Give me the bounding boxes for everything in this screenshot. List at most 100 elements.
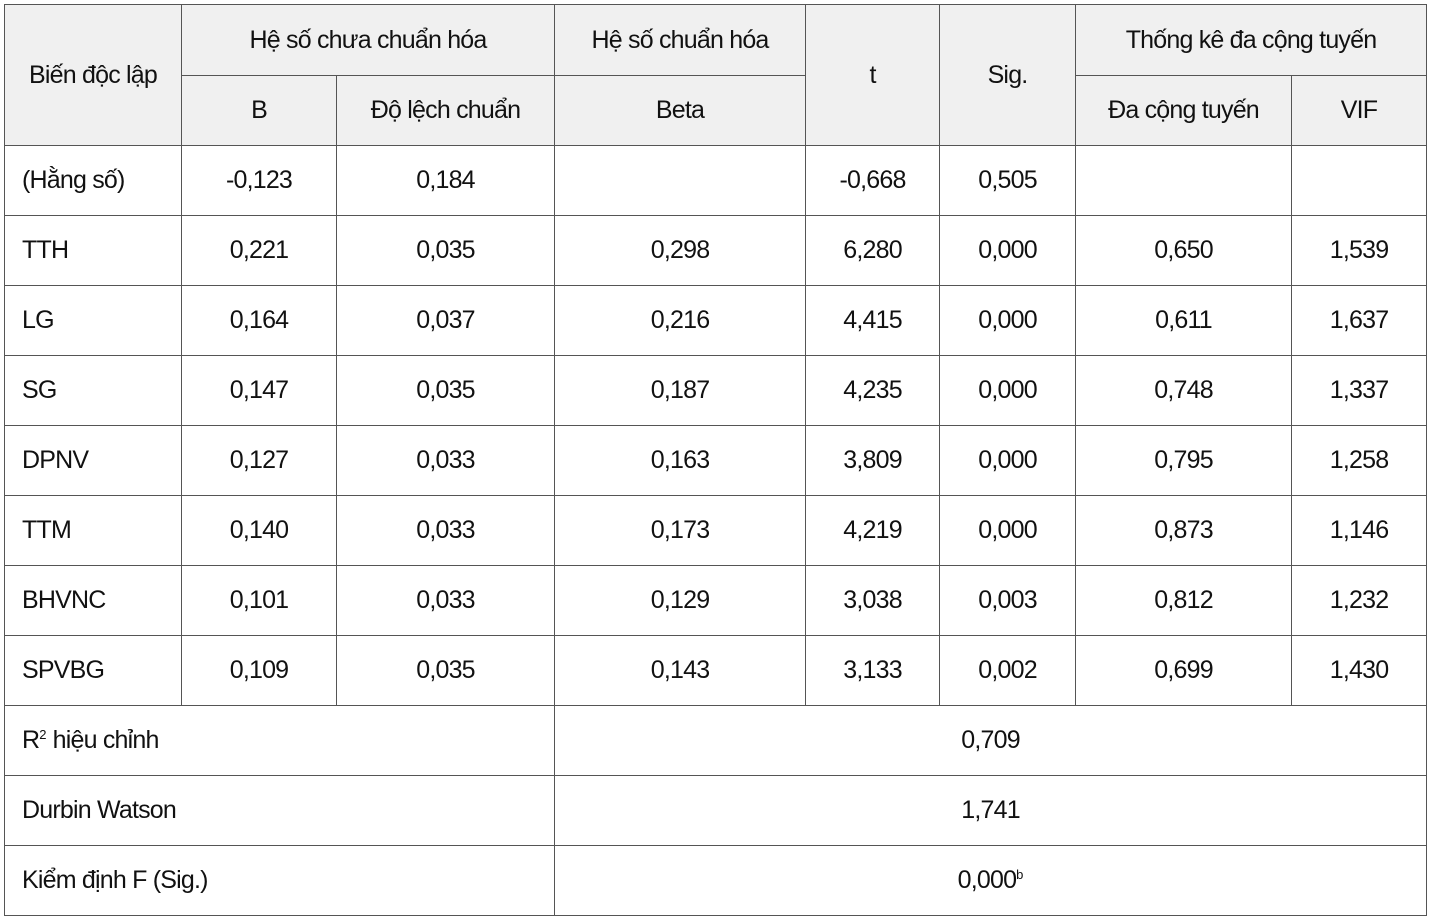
table-row: LG 0,164 0,037 0,216 4,415 0,000 0,611 1,637	[4, 285, 1428, 356]
cell: 0,298	[554, 215, 807, 286]
table-body: (Hằng số) -0,123 0,184 -0,668 0,505 TTH 0,221 0…	[3, 145, 1428, 916]
cell: 0,140	[181, 495, 337, 566]
row-label: TTM	[4, 495, 182, 566]
cell: 0,000	[939, 355, 1077, 426]
label-text: Kiểm định F (Sig.)	[22, 866, 208, 894]
cell: 1,337	[1291, 355, 1428, 426]
summary-value: 0,000b	[554, 845, 1428, 916]
cell: 0,037	[335, 285, 556, 356]
header-cell: t	[805, 4, 941, 146]
value-text: 0,000	[957, 866, 1017, 894]
table-row: (Hằng số) -0,123 0,184 -0,668 0,505	[4, 145, 1428, 216]
row-label: (Hằng số)	[4, 145, 182, 216]
row-label: LG	[4, 285, 182, 356]
summary-row: Durbin Watson 1,741	[3, 775, 1428, 846]
cell: 0,033	[335, 495, 556, 566]
cell: 0,000	[939, 425, 1077, 496]
cell: 0,812	[1075, 565, 1293, 636]
table-row: SG 0,147 0,035 0,187 4,235 0,000 0,748 1,337	[4, 355, 1428, 426]
cell: 1,430	[1291, 635, 1428, 706]
cell: -0,668	[805, 145, 941, 216]
value-text: 0,709	[961, 726, 1020, 754]
table-row: DPNV 0,127 0,033 0,163 3,809 0,000 0,795 1,258	[4, 425, 1428, 496]
cell: 0,748	[1075, 355, 1293, 426]
cell: 0,163	[554, 425, 807, 496]
row-label: TTH	[4, 215, 182, 286]
cell: 0,147	[181, 355, 337, 426]
table-header: Biến độc lập Hệ số chưa chuẩn hóa Hệ số …	[4, 4, 1428, 146]
row-label: BHVNC	[4, 565, 182, 636]
label-text: R	[22, 726, 40, 754]
cell: 0,650	[1075, 215, 1293, 286]
cell: 0,184	[335, 145, 556, 216]
cell: 0,035	[335, 635, 556, 706]
summary-label: Kiểm định F (Sig.)	[3, 845, 556, 916]
header-cell: VIF	[1291, 75, 1428, 146]
cell: 0,129	[554, 565, 807, 636]
cell: 0,216	[554, 285, 807, 356]
cell: 4,415	[805, 285, 941, 356]
header-cell: B	[181, 75, 337, 146]
summary-value: 1,741	[554, 775, 1428, 846]
header-cell: Đa cộng tuyến	[1075, 75, 1293, 146]
cell: 0,035	[335, 355, 556, 426]
summary-label: Durbin Watson	[3, 775, 556, 846]
header-cell: Thống kê đa cộng tuyến	[1075, 4, 1428, 76]
cell: 0,173	[554, 495, 807, 566]
header-cell: Sig.	[939, 4, 1077, 146]
cell: 0,101	[181, 565, 337, 636]
superscript: 2	[39, 727, 47, 742]
value-text: 1,741	[961, 796, 1020, 824]
cell: 0,505	[939, 145, 1077, 216]
cell: 0,611	[1075, 285, 1293, 356]
cell: 0,033	[335, 565, 556, 636]
cell: 4,235	[805, 355, 941, 426]
cell: 1,637	[1291, 285, 1428, 356]
cell: 0,873	[1075, 495, 1293, 566]
cell: 3,133	[805, 635, 941, 706]
table-row: SPVBG 0,109 0,035 0,143 3,133 0,002 0,699 1,430	[4, 635, 1428, 706]
superscript: b	[1016, 867, 1024, 882]
summary-value: 0,709	[554, 705, 1428, 776]
regression-table: Biến độc lập Hệ số chưa chuẩn hóa Hệ số …	[3, 4, 1428, 916]
cell	[1075, 145, 1293, 216]
label-text: hiệu chỉnh	[46, 726, 160, 754]
header-cell: Hệ số chuẩn hóa	[554, 4, 807, 76]
cell: 1,232	[1291, 565, 1428, 636]
cell: 1,258	[1291, 425, 1428, 496]
cell: 4,219	[805, 495, 941, 566]
header-cell: Độ lệch chuẩn	[335, 75, 556, 146]
row-label: SPVBG	[4, 635, 182, 706]
cell: 0,000	[939, 285, 1077, 356]
cell: 0,221	[181, 215, 337, 286]
cell: 0,000	[939, 215, 1077, 286]
summary-label: R2 hiệu chỉnh	[3, 705, 556, 776]
cell: 1,539	[1291, 215, 1428, 286]
cell: 0,033	[335, 425, 556, 496]
summary-row: R2 hiệu chỉnh 0,709	[3, 705, 1428, 776]
cell: 0,127	[181, 425, 337, 496]
table-row: BHVNC 0,101 0,033 0,129 3,038 0,003 0,812 1,232	[4, 565, 1428, 636]
cell: 0,003	[939, 565, 1077, 636]
cell	[554, 145, 807, 216]
header-cell: Hệ số chưa chuẩn hóa	[180, 4, 556, 76]
cell: 0,187	[554, 355, 807, 426]
row-label: SG	[4, 355, 182, 426]
cell	[1291, 145, 1428, 216]
cell: 0,795	[1075, 425, 1293, 496]
cell: 0,002	[939, 635, 1077, 706]
row-label: DPNV	[4, 425, 182, 496]
cell: 1,146	[1291, 495, 1428, 566]
cell: 0,035	[335, 215, 556, 286]
table-row: TTM 0,140 0,033 0,173 4,219 0,000 0,873 1,146	[4, 495, 1428, 566]
cell: 0,109	[181, 635, 337, 706]
cell: 6,280	[805, 215, 941, 286]
cell: -0,123	[181, 145, 337, 216]
cell: 0,164	[181, 285, 337, 356]
cell: 3,038	[805, 565, 941, 636]
header-cell: Biến độc lập	[4, 4, 182, 146]
cell: 0,000	[939, 495, 1077, 566]
summary-row: Kiểm định F (Sig.) 0,000b	[3, 845, 1428, 916]
table-row: TTH 0,221 0,035 0,298 6,280 0,000 0,650 1,539	[4, 215, 1428, 286]
